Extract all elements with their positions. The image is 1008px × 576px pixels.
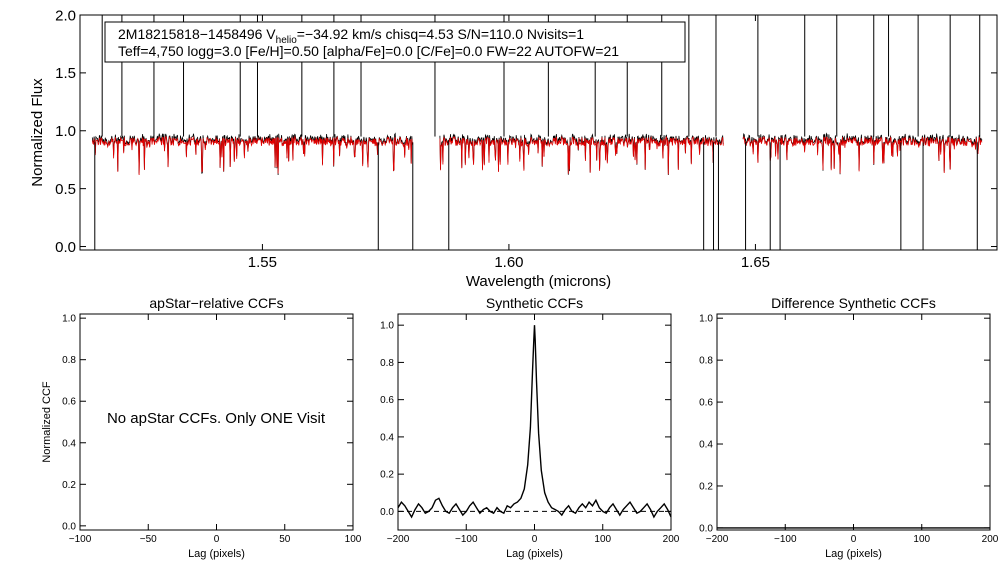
x-axis-label: Lag (pixels) <box>506 548 563 560</box>
x-tick-label: 0 <box>532 534 538 545</box>
y-tick-label: 1.0 <box>699 314 713 325</box>
axes-spectrum: 1.55 1.60 1.65 0.0 0.5 1.0 1.5 2.0 Wavelength (m… <box>29 7 998 290</box>
y-tick-label: 0.0 <box>62 521 76 532</box>
x-tick-label: 0 <box>851 534 857 545</box>
y-tick-label: 2.0 <box>55 7 76 24</box>
x-tick-label: −100 <box>69 534 92 545</box>
y-tick-label: 0.2 <box>62 480 76 491</box>
y-tick-label: 0.4 <box>380 432 394 443</box>
y-tick-label: 0.2 <box>380 470 394 481</box>
x-tick-label: 200 <box>663 534 680 545</box>
y-tick-label: 0.0 <box>699 523 713 534</box>
y-tick-label: 1.5 <box>55 65 76 82</box>
y-tick-label: 0.0 <box>55 239 76 256</box>
plot-frame <box>79 14 998 251</box>
no-ccf-message: No apStar CCFs. Only ONE Visit <box>107 410 326 427</box>
x-tick-label: 1.65 <box>741 254 770 271</box>
y-tick-label: 0.4 <box>699 440 713 451</box>
chart-title: Synthetic CCFs <box>486 295 583 311</box>
annotation-line1-prefix: 2M18215818−1458496 V <box>118 26 276 42</box>
model-spectrum-line <box>439 135 724 175</box>
y-tick-label: 0.6 <box>380 395 394 406</box>
axes-synthetic-ccf: −200 −100 0 100 200 0.0 0.2 0.4 0.6 0.8 1.0 Lag (pi… <box>380 295 680 560</box>
x-axis-label: Wavelength (microns) <box>466 273 611 290</box>
y-tick-label: 1.0 <box>62 314 76 325</box>
y-tick-label: 0.8 <box>62 355 76 366</box>
observed-spectrum-line <box>91 132 413 176</box>
annotation-line1: 2M18215818−1458496 Vhelio=−34.92 km/s ch… <box>118 26 584 46</box>
plot-frame <box>716 313 991 531</box>
x-axis-label: Lag (pixels) <box>825 548 882 560</box>
x-tick-label: 1.55 <box>248 254 277 271</box>
y-axis-label: Normalized Flux <box>29 78 46 187</box>
y-tick-label: 0.0 <box>380 507 394 518</box>
y-tick-label: 0.2 <box>699 481 713 492</box>
x-tick-label: −200 <box>387 534 410 545</box>
y-tick-label: 0.8 <box>699 356 713 367</box>
chart-title: Difference Synthetic CCFs <box>771 295 936 311</box>
spectrum-plot-area <box>91 15 983 250</box>
y-tick-label: 0.4 <box>62 438 76 449</box>
model-spectrum-line <box>742 135 983 174</box>
y-tick-label: 0.5 <box>55 181 76 198</box>
x-tick-label: −50 <box>140 534 157 545</box>
x-tick-label: 0 <box>214 534 220 545</box>
y-tick-label: 1.0 <box>380 321 394 332</box>
model-spectrum-line <box>91 135 413 176</box>
x-tick-label: −200 <box>706 534 729 545</box>
y-tick-label: 0.6 <box>699 398 713 409</box>
y-tick-label: 0.8 <box>380 358 394 369</box>
annotation-line1-suffix: =−34.92 km/s chisq=4.53 S/N=110.0 Nvisit… <box>297 26 585 42</box>
x-tick-label: 200 <box>982 534 999 545</box>
annotation-box: 2M18215818−1458496 Vhelio=−34.92 km/s ch… <box>104 21 686 63</box>
axes-difference-ccf: −200 −100 0 100 200 0.0 0.2 0.4 0.6 0.8 1.0 Lag (pi… <box>699 295 999 560</box>
x-tick-label: 100 <box>913 534 930 545</box>
y-tick-label: 0.6 <box>62 397 76 408</box>
y-axis-label: Normalized CCF <box>41 381 53 463</box>
x-tick-label: 50 <box>279 534 291 545</box>
x-tick-label: −100 <box>455 534 478 545</box>
synthetic-ccf-line <box>397 325 672 519</box>
x-tick-label: 1.60 <box>494 254 523 271</box>
axes-apstar-ccf: −100 −50 0 50 100 0.0 0.2 0.4 0.6 0.8 1.0 Lag (pixe… <box>41 295 362 560</box>
chart-title: apStar−relative CCFs <box>149 295 283 311</box>
annotation-frame <box>104 21 686 63</box>
y-tick-label: 1.0 <box>55 123 76 140</box>
annotation-line2: Teff=4,750 logg=3.0 [Fe/H]=0.50 [alpha/F… <box>118 43 619 59</box>
x-tick-label: 100 <box>594 534 611 545</box>
x-axis-label: Lag (pixels) <box>188 548 245 560</box>
x-tick-label: 100 <box>345 534 362 545</box>
annotation-line1-subscript: helio <box>276 35 298 46</box>
x-tick-label: −100 <box>774 534 797 545</box>
